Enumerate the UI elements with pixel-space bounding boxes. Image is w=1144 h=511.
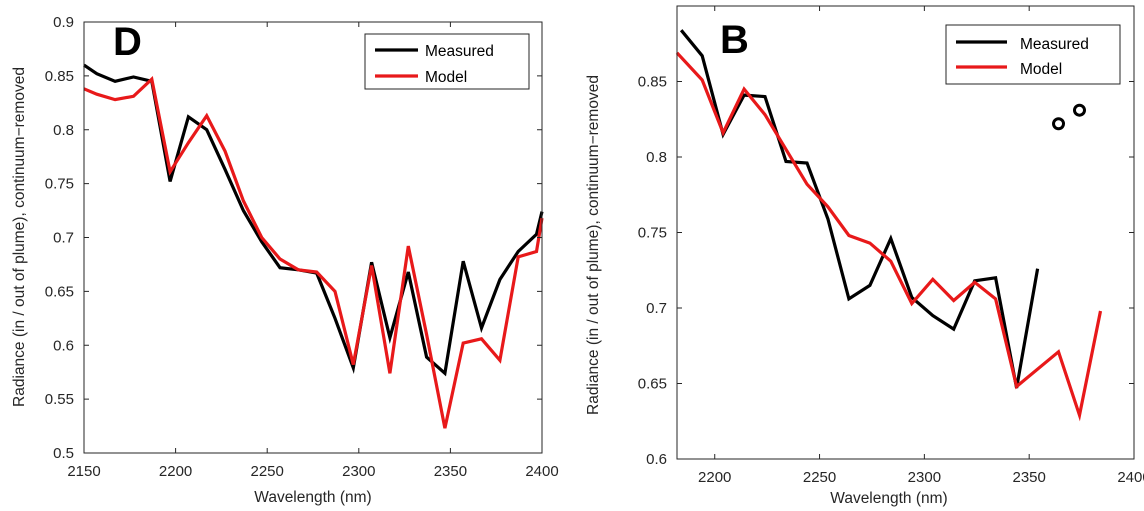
x-tick-label: 2250 <box>803 469 836 486</box>
y-axis-label: Radiance (in / out of plume), continuum−… <box>11 67 28 407</box>
legend-label-measured: Measured <box>425 43 494 60</box>
y-tick-label: 0.7 <box>646 300 667 317</box>
x-tick-label: 2350 <box>1012 469 1045 486</box>
y-tick-label: 0.85 <box>638 74 667 91</box>
y-tick-label: 0.8 <box>53 122 74 139</box>
legend-label-model: Model <box>1020 61 1062 78</box>
x-axis-label: Wavelength (nm) <box>830 490 947 507</box>
x-tick-label: 2200 <box>159 463 192 480</box>
x-tick-label: 2300 <box>342 463 375 480</box>
series-layer <box>83 63 544 429</box>
y-tick-label: 0.75 <box>638 225 667 242</box>
y-axis-label: Radiance (in / out of plume), continuum−… <box>585 75 602 415</box>
chart-panel-b: 2200 2250 2300 2350 2400 0.6 0.65 0.7 0.75 0.8 0.8… <box>585 5 1144 507</box>
marker-layer <box>1052 103 1086 131</box>
y-tick-label: 0.65 <box>638 376 667 393</box>
chart-panel-d: 2150 2200 2250 2300 2350 2400 0.5 0.55 0.6 0.65 0.… <box>11 14 559 506</box>
y-tick-label: 0.6 <box>53 337 74 354</box>
y-tick-label: 0.8 <box>646 149 667 166</box>
legend: Measured Model <box>364 33 530 90</box>
x-tick-label: 2350 <box>434 463 467 480</box>
plot-area <box>84 22 542 453</box>
legend-label-model: Model <box>425 69 467 86</box>
y-tick-label: 0.65 <box>45 283 74 300</box>
y-tick-label: 0.5 <box>53 445 74 462</box>
legend-label-measured: Measured <box>1020 36 1089 53</box>
ticks-layer: 2200 2250 2300 2350 2400 0.6 0.65 0.7 0.75 0.8 0.8… <box>638 6 1144 486</box>
x-tick-label: 2150 <box>67 463 100 480</box>
legend-box <box>364 33 530 90</box>
series-line-model <box>675 51 1103 422</box>
x-tick-label: 2250 <box>251 463 284 480</box>
x-tick-label: 2200 <box>698 469 731 486</box>
data-point <box>1052 117 1066 131</box>
data-point <box>1072 103 1086 117</box>
legend-box <box>945 24 1121 85</box>
y-tick-label: 0.9 <box>53 14 74 31</box>
y-tick-label: 0.85 <box>45 68 74 85</box>
x-axis-label: Wavelength (nm) <box>254 489 371 506</box>
panel-title: B <box>720 18 749 62</box>
panel-title: D <box>113 20 142 64</box>
y-tick-label: 0.6 <box>646 451 667 468</box>
legend: Measured Model <box>945 24 1121 85</box>
series-layer <box>675 29 1103 422</box>
series-line-measured <box>679 29 1040 389</box>
y-tick-label: 0.7 <box>53 230 74 247</box>
x-tick-label: 2400 <box>525 463 558 480</box>
x-tick-label: 2400 <box>1117 469 1144 486</box>
ticks-layer: 2150 2200 2250 2300 2350 2400 0.5 0.55 0.6 0.65 0.… <box>45 14 559 480</box>
y-tick-label: 0.75 <box>45 176 74 193</box>
series-line-model <box>83 75 544 429</box>
y-tick-label: 0.55 <box>45 391 74 408</box>
x-tick-label: 2300 <box>908 469 941 486</box>
